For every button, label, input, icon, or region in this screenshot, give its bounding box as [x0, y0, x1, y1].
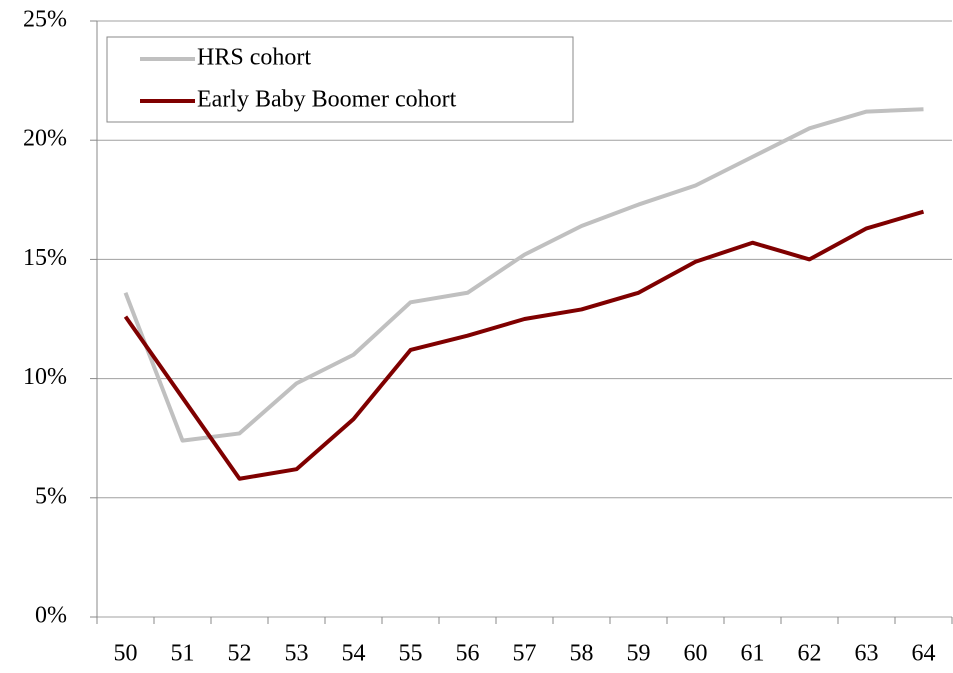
x-tick-label: 58	[570, 641, 594, 667]
legend-box	[106, 36, 574, 123]
x-tick-label: 64	[912, 641, 936, 667]
legend-label: Early Baby Boomer cohort	[197, 87, 457, 113]
x-tick-label: 61	[741, 641, 765, 667]
x-tick-label: 63	[855, 641, 879, 667]
x-tick-label: 56	[456, 641, 480, 667]
y-tick-label: 0%	[35, 603, 67, 629]
x-tick-label: 50	[114, 641, 138, 667]
x-tick-label: 51	[171, 641, 195, 667]
y-tick-label: 15%	[23, 245, 67, 271]
legend-label: HRS cohort	[197, 45, 311, 71]
y-tick-label: 25%	[23, 7, 67, 33]
y-tick-label: 20%	[23, 126, 67, 152]
x-tick-label: 62	[798, 641, 822, 667]
y-tick-label: 5%	[35, 483, 67, 509]
x-tick-label: 53	[285, 641, 309, 667]
y-tick-label: 10%	[23, 364, 67, 390]
x-tick-label: 55	[399, 641, 423, 667]
x-tick-label: 60	[684, 641, 708, 667]
x-tick-label: 54	[342, 641, 366, 667]
series-line	[123, 209, 925, 481]
x-tick-label: 52	[228, 641, 252, 667]
x-tick-label: 57	[513, 641, 537, 667]
x-tick-label: 59	[627, 641, 651, 667]
series-line	[123, 107, 924, 443]
